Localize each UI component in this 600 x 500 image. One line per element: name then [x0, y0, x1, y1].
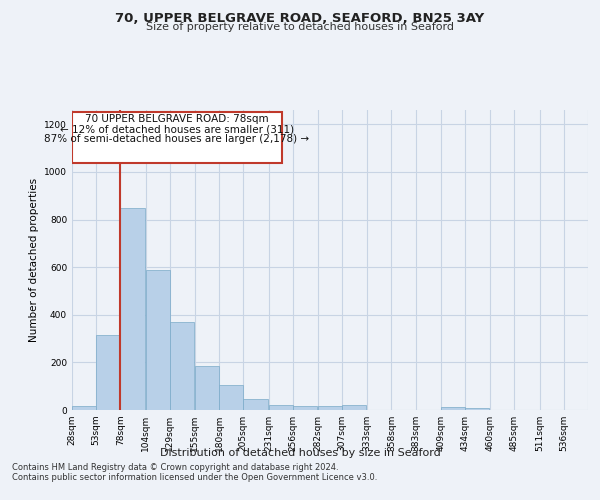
Text: Contains public sector information licensed under the Open Government Licence v3: Contains public sector information licen…: [12, 473, 377, 482]
Bar: [244, 398, 268, 410]
Bar: [72, 406, 96, 410]
Y-axis label: Number of detached properties: Number of detached properties: [29, 178, 38, 342]
Bar: [170, 322, 194, 410]
Text: Contains HM Land Registry data © Crown copyright and database right 2024.: Contains HM Land Registry data © Crown c…: [12, 464, 338, 472]
Text: Size of property relative to detached houses in Seaford: Size of property relative to detached ho…: [146, 22, 454, 32]
Text: 70, UPPER BELGRAVE ROAD, SEAFORD, BN25 3AY: 70, UPPER BELGRAVE ROAD, SEAFORD, BN25 3…: [115, 12, 485, 26]
Bar: [219, 385, 244, 410]
Text: ← 12% of detached houses are smaller (311): ← 12% of detached houses are smaller (31…: [60, 124, 294, 134]
Bar: [318, 406, 342, 410]
Text: 70 UPPER BELGRAVE ROAD: 78sqm: 70 UPPER BELGRAVE ROAD: 78sqm: [85, 114, 269, 124]
Text: Distribution of detached houses by size in Seaford: Distribution of detached houses by size …: [160, 448, 440, 458]
Bar: [146, 270, 170, 410]
Bar: [269, 405, 293, 410]
Bar: [195, 366, 219, 410]
Bar: [342, 405, 367, 410]
Bar: [121, 208, 145, 410]
Bar: [96, 335, 121, 410]
Bar: [441, 407, 465, 410]
FancyBboxPatch shape: [72, 112, 282, 163]
Text: 87% of semi-detached houses are larger (2,178) →: 87% of semi-detached houses are larger (…: [44, 134, 310, 144]
Bar: [465, 408, 489, 410]
Bar: [293, 406, 317, 410]
